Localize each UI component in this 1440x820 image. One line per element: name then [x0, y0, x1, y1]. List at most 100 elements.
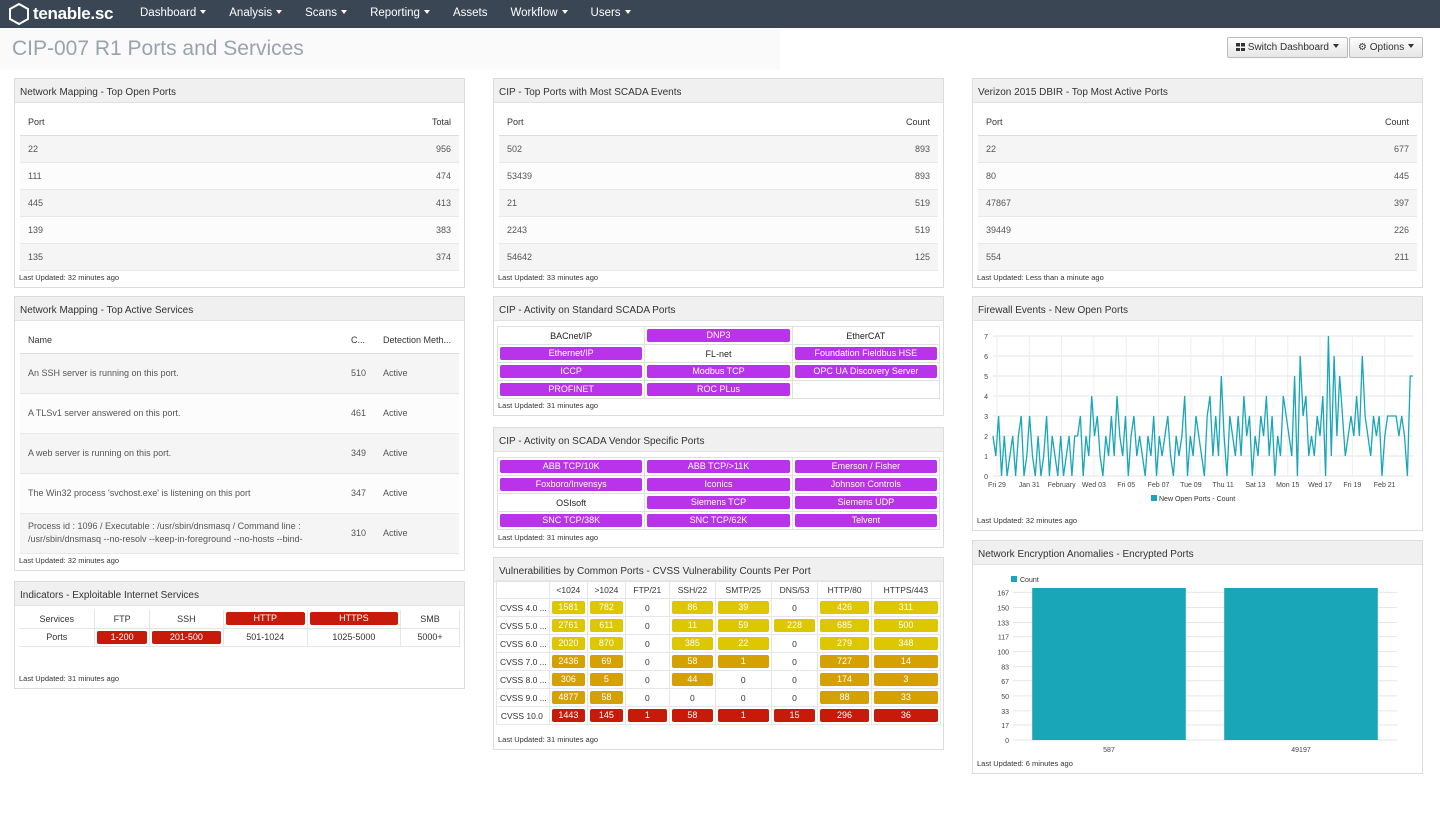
table-row[interactable]: 53439 893	[499, 162, 938, 190]
vulnerability-count[interactable]: 58	[589, 691, 623, 704]
port-range-label[interactable]: 1-200	[97, 630, 147, 644]
vulnerability-count[interactable]: 174	[820, 673, 869, 686]
table-row[interactable]: 54642 125	[499, 243, 938, 271]
vulnerability-count[interactable]: 0	[644, 602, 650, 613]
table-row[interactable]: 22 956	[20, 135, 459, 163]
service-label[interactable]: HTTP	[225, 612, 305, 626]
vulnerability-count[interactable]: 2020	[551, 637, 585, 650]
scada-port-indicator[interactable]: OPC UA Discovery Server	[794, 365, 937, 378]
app-logo[interactable]: tenable.sc	[8, 3, 113, 25]
vulnerability-count[interactable]: 0	[792, 602, 797, 613]
nav-workflow[interactable]: Workflow	[510, 0, 568, 28]
vulnerability-count[interactable]: 279	[820, 637, 869, 650]
vulnerability-count[interactable]: 3	[873, 673, 938, 686]
service-label[interactable]: FTP	[113, 613, 131, 624]
column-header-port[interactable]: Port	[20, 109, 232, 136]
vulnerability-count[interactable]: 59	[718, 619, 769, 632]
port-range-label[interactable]: Ports	[46, 632, 68, 642]
table-row[interactable]: 80 445	[978, 162, 1417, 190]
vulnerability-count[interactable]: 348	[873, 637, 938, 650]
table-row[interactable]: 2243 519	[499, 216, 938, 244]
vulnerability-count[interactable]: 1	[718, 709, 769, 722]
bar-49197[interactable]	[1224, 588, 1378, 740]
table-row[interactable]: The Win32 process 'svchost.exe' is liste…	[20, 473, 459, 514]
scada-port-indicator[interactable]: ICCP	[500, 365, 643, 378]
scada-port-indicator[interactable]: Iconics	[647, 478, 790, 491]
vulnerability-count[interactable]: 782	[589, 601, 623, 614]
vulnerability-count[interactable]: 311	[873, 601, 938, 614]
scada-port-indicator[interactable]: FL-net	[705, 348, 732, 359]
table-row[interactable]: A TLSv1 server answered on this port. 461…	[20, 393, 459, 434]
scada-port-indicator[interactable]: DNP3	[647, 329, 790, 342]
scada-port-indicator[interactable]: PROFINET	[500, 383, 643, 396]
vulnerability-count[interactable]: 58	[671, 655, 713, 668]
nav-analysis[interactable]: Analysis	[229, 0, 283, 28]
vulnerability-count[interactable]: 88	[820, 691, 869, 704]
scada-port-indicator[interactable]: Siemens UDP	[794, 496, 937, 509]
vulnerability-count[interactable]: 500	[873, 619, 938, 632]
table-row[interactable]: Process id : 1096 / Executable : /usr/sb…	[20, 513, 459, 554]
table-row[interactable]: 22 677	[978, 135, 1417, 163]
nav-users[interactable]: Users	[591, 0, 631, 28]
scada-port-indicator[interactable]: Telvent	[794, 514, 937, 527]
vulnerability-count[interactable]: 86	[671, 601, 713, 614]
table-row[interactable]: 139 383	[20, 216, 459, 244]
column-header-port[interactable]: Port	[499, 109, 722, 136]
scada-port-indicator[interactable]: Emerson / Fisher	[794, 460, 937, 473]
vulnerability-count[interactable]: 11	[671, 619, 713, 632]
vulnerability-count[interactable]: 5	[589, 673, 623, 686]
vulnerability-count[interactable]: 0	[644, 692, 650, 703]
port-range-label[interactable]: 1025-5000	[332, 632, 376, 642]
options-button[interactable]: ⚙ Options	[1349, 37, 1424, 58]
vulnerability-count[interactable]: 145	[589, 709, 623, 722]
column-header-count[interactable]: Count	[721, 109, 938, 136]
vulnerability-count[interactable]: 69	[589, 655, 623, 668]
column-header-total[interactable]: Total	[231, 109, 459, 136]
service-label[interactable]: SMB	[420, 613, 440, 624]
scada-port-indicator[interactable]: Foxboro/Invensys	[500, 478, 643, 491]
vulnerability-count[interactable]: 14	[873, 655, 938, 668]
vulnerability-count[interactable]: 0	[792, 656, 797, 667]
vulnerability-count[interactable]: 39	[718, 601, 769, 614]
vulnerability-count[interactable]: 0	[740, 674, 746, 685]
scada-port-indicator[interactable]: SNC TCP/38K	[500, 514, 643, 527]
scada-port-indicator[interactable]: ABB TCP/>11K	[647, 460, 790, 473]
vulnerability-count[interactable]: 2436	[551, 655, 585, 668]
vulnerability-count[interactable]: 306	[551, 673, 585, 686]
vulnerability-count[interactable]: 0	[644, 638, 650, 649]
vulnerability-count[interactable]: 426	[820, 601, 869, 614]
vulnerability-count[interactable]: 2761	[551, 619, 585, 632]
vulnerability-count[interactable]: 0	[690, 692, 695, 703]
vulnerability-count[interactable]: 685	[820, 619, 869, 632]
vulnerability-count[interactable]: 0	[792, 638, 797, 649]
column-header-count[interactable]: C...	[342, 327, 375, 354]
legend-label[interactable]: Count	[1020, 577, 1039, 584]
nav-dashboard[interactable]: Dashboard	[140, 0, 207, 28]
vulnerability-count[interactable]: 0	[792, 674, 797, 685]
series-line-new-open-ports[interactable]	[992, 335, 1413, 477]
switch-dashboard-button[interactable]: Switch Dashboard	[1227, 37, 1348, 58]
table-row[interactable]: A web server is running on this port. 349…	[20, 433, 459, 474]
vulnerability-count[interactable]: 0	[792, 692, 797, 703]
column-header-port[interactable]: Port	[978, 109, 1201, 136]
vulnerability-count[interactable]: 1581	[551, 601, 585, 614]
scada-port-indicator[interactable]: OSIsoft	[556, 497, 587, 508]
vulnerability-count[interactable]: 228	[773, 619, 816, 632]
scada-port-indicator[interactable]: BACnet/IP	[550, 330, 593, 341]
scada-port-indicator[interactable]: Modbus TCP	[647, 365, 790, 378]
column-header-detection-method[interactable]: Detection Meth...	[374, 327, 459, 354]
vulnerability-count[interactable]: 15	[773, 709, 816, 722]
vulnerability-count[interactable]: 58	[671, 709, 713, 722]
table-row[interactable]: 111 474	[20, 162, 459, 190]
vulnerability-count[interactable]: 296	[820, 709, 869, 722]
nav-reporting[interactable]: Reporting	[370, 0, 430, 28]
scada-port-indicator[interactable]: EtherCAT	[846, 330, 886, 341]
port-range-label[interactable]: 5000+	[417, 632, 443, 642]
scada-port-indicator[interactable]: ABB TCP/10K	[500, 460, 643, 473]
scada-port-indicator[interactable]: ROC PLus	[647, 383, 790, 396]
table-row[interactable]: 39449 226	[978, 216, 1417, 244]
firewall-line-chart[interactable]: 0 1 2 3 4 5 6 7 Fri 29 Jan 31 February Wed 03 Fri 05…	[973, 322, 1422, 507]
table-row[interactable]: An SSH server is running on this port. 51…	[20, 353, 459, 394]
vulnerability-count[interactable]: 870	[589, 637, 623, 650]
table-row[interactable]: 502 893	[499, 135, 938, 163]
